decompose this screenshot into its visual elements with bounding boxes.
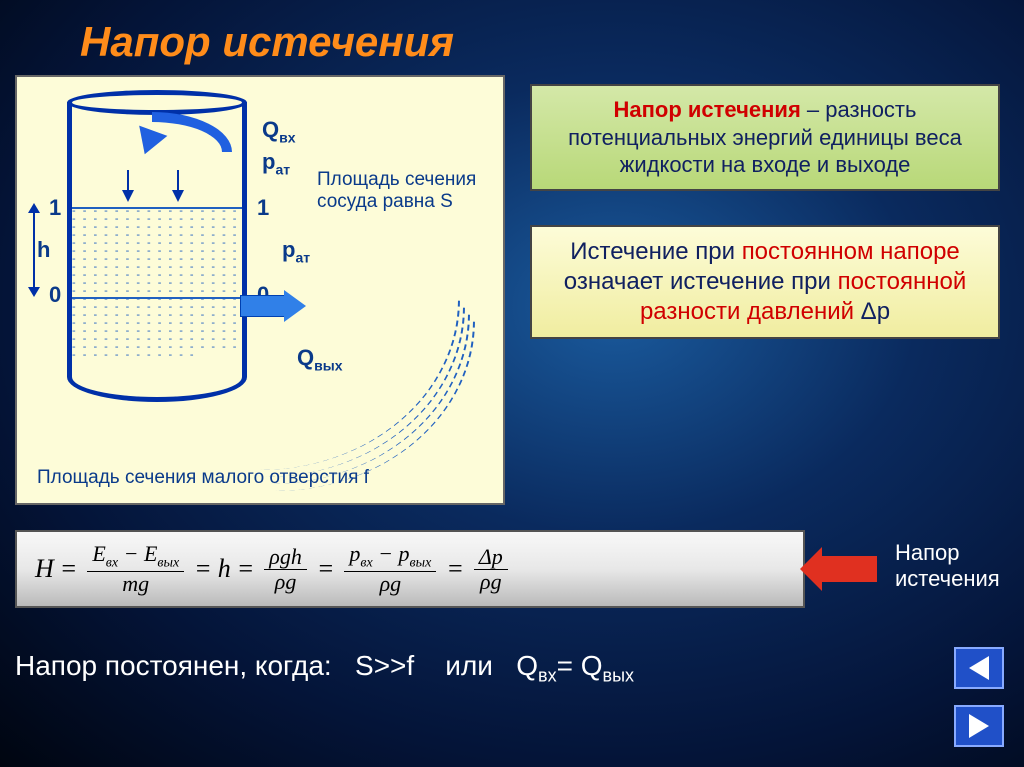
nav-next-button[interactable] [954, 705, 1004, 747]
triangle-left-icon [969, 656, 989, 680]
label-1-right: 1 [257, 195, 269, 221]
info2-hl1: постоянном напоре [742, 238, 960, 265]
down-arrow-icon [127, 170, 129, 200]
nav-prev-button[interactable] [954, 647, 1004, 689]
label-q-in: Qвх [262, 117, 296, 145]
tank-vessel: - - - - - - - - - - - - - - - - - - - - … [67, 102, 247, 412]
water-fill: - - - - - - - - - - - - - - - - - - - - … [72, 207, 242, 397]
info2-dp: Δp [854, 298, 890, 325]
formula-box: H= Eвх − Eвыхmg =h= ρghρg = pвх − pвыхρg… [15, 530, 805, 608]
label-h: h [37, 237, 50, 263]
constant-head-box: Истечение при постоянном напоре означает… [530, 225, 1000, 339]
outflow-jet-icon [240, 295, 470, 455]
formula-pointer-arrow-icon [822, 556, 877, 582]
condition-text: Напор постоянен, когда: S>>f или Qвх= Qв… [15, 650, 634, 687]
triangle-right-icon [969, 714, 989, 738]
definition-box: Напор истечения – разность потенциальных… [530, 84, 1000, 191]
definition-term: Напор истечения [614, 97, 801, 122]
section-note: Площадь сечения сосуда равна S [317, 169, 497, 213]
page-title: Напор истечения [80, 18, 454, 66]
info2-p2: означает истечение при [564, 268, 838, 295]
label-0-left: 0 [49, 282, 61, 308]
diagram-panel: - - - - - - - - - - - - - - - - - - - - … [15, 75, 505, 505]
down-arrow-icon [177, 170, 179, 200]
label-p-at-mid: pат [282, 237, 310, 265]
inflow-arrow-icon [152, 112, 252, 162]
label-p-at-top: pат [262, 149, 290, 177]
label-1-left: 1 [49, 195, 61, 221]
formula-label: Напор истечения [895, 540, 1024, 593]
info2-p1: Истечение при [570, 238, 741, 265]
